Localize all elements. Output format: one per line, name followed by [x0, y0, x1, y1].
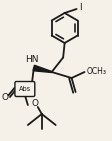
Text: I: I	[80, 4, 82, 13]
Text: Abs: Abs	[19, 86, 31, 92]
Text: O: O	[1, 93, 9, 103]
FancyBboxPatch shape	[15, 81, 35, 96]
Polygon shape	[33, 65, 52, 72]
Text: OCH₃: OCH₃	[86, 67, 107, 75]
Text: O: O	[31, 100, 38, 109]
Text: HN: HN	[25, 55, 39, 63]
